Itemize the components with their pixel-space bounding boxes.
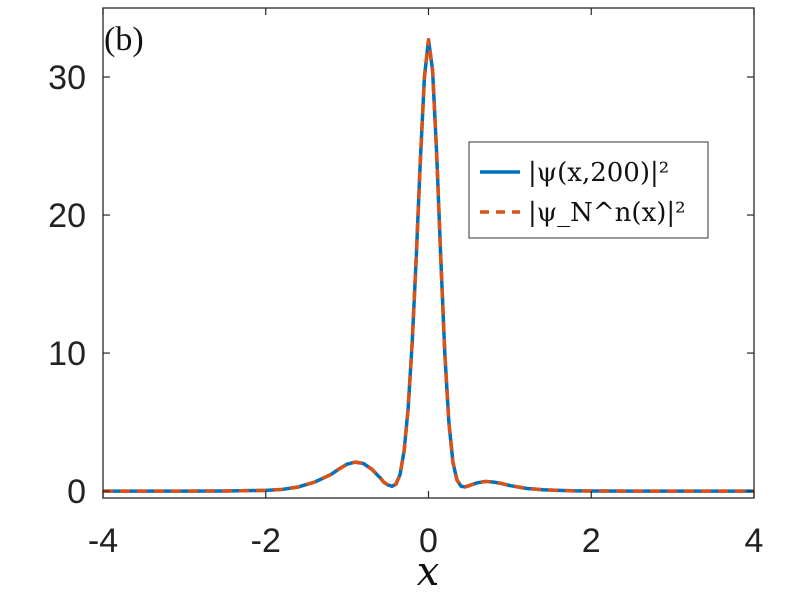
series-layer: [103, 38, 754, 493]
x-axis-label: x: [417, 549, 440, 592]
y-tick-label: 30: [48, 59, 86, 97]
legend-entry-psi: |ψ(x,200)|²: [528, 158, 669, 188]
y-tick-label: 20: [48, 197, 86, 235]
legend-box: [468, 141, 709, 239]
legend-entry-psi-n: |ψ_N^n(x)|²: [528, 198, 686, 228]
plot-area: [103, 8, 754, 498]
panel-label: (b): [104, 21, 144, 58]
y-tick-label: 10: [48, 335, 86, 373]
x-tick-label: 2: [582, 522, 601, 560]
x-tick-label: 0: [419, 522, 438, 560]
series-line-1: [103, 38, 754, 493]
x-tick-label: -2: [251, 522, 281, 560]
ticks-layer: -4 -2 0 2 4 0 10 20 30: [48, 8, 763, 560]
y-tick-label: 0: [67, 473, 86, 511]
x-tick-label: 4: [745, 522, 764, 560]
legend: |ψ(x,200)|² |ψ_N^n(x)|²: [468, 141, 709, 239]
x-tick-label: -4: [88, 522, 118, 560]
plot-background: [103, 8, 754, 498]
